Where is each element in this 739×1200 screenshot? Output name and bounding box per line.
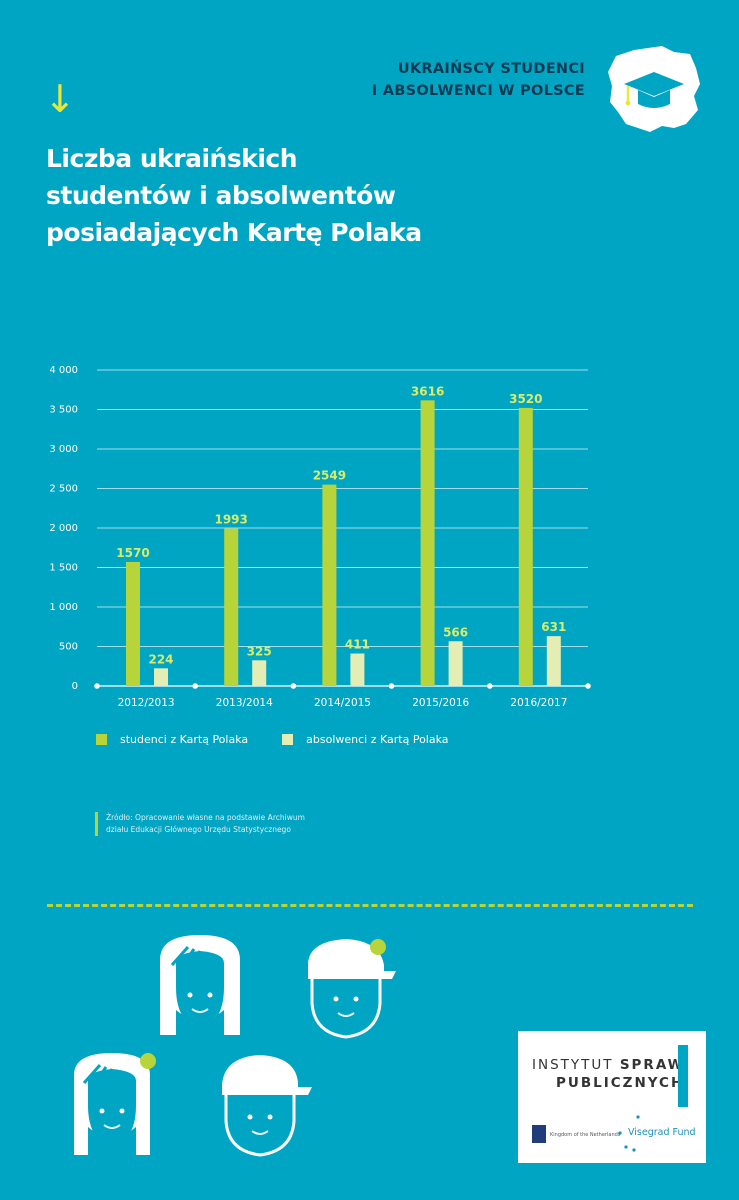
y-tick-label: 1 500 bbox=[49, 563, 78, 574]
data-label: 3520 bbox=[509, 392, 542, 406]
logo-line1-regular: INSTYTUT bbox=[532, 1057, 620, 1073]
bar bbox=[322, 484, 337, 686]
title-line3: posiadających Kartę Polaka bbox=[46, 218, 422, 247]
data-label: 411 bbox=[345, 638, 370, 652]
logo-line1-bold: SPRAW bbox=[619, 1057, 685, 1073]
y-tick-label: 2 000 bbox=[49, 523, 78, 534]
logo-line2: PUBLICZNYCH bbox=[556, 1075, 685, 1091]
bar bbox=[518, 407, 533, 686]
legend-swatch-students bbox=[96, 734, 107, 745]
isp-logo-box: INSTYTUT SPRAW PUBLICZNYCH Kingdom of th… bbox=[518, 1031, 706, 1163]
poland-map-graduation-cap-icon bbox=[608, 46, 700, 132]
legend-item-graduates: absolwenci z Kartą Polaka bbox=[282, 733, 449, 746]
bar bbox=[420, 400, 435, 686]
y-tick-label: 3 500 bbox=[49, 405, 78, 416]
y-tick-label: 0 bbox=[72, 681, 78, 692]
y-tick-label: 2 500 bbox=[49, 484, 78, 495]
x-axis-dot bbox=[388, 683, 395, 689]
x-axis-dot bbox=[94, 683, 100, 689]
x-tick-label: 2015/2016 bbox=[412, 697, 469, 709]
bar bbox=[154, 668, 168, 686]
bar bbox=[126, 561, 140, 686]
male-student-cap-face-icon bbox=[308, 939, 396, 1039]
student-faces-illustration bbox=[74, 935, 396, 1157]
y-tick-label: 4 000 bbox=[49, 365, 78, 376]
bar-chart: 4 000 3 500 3 000 2 500 2 000 1 500 1 000 500 0 1… bbox=[49, 365, 591, 709]
title-line1: Liczba ukraińskich bbox=[46, 144, 298, 173]
data-label: 325 bbox=[247, 644, 272, 658]
x-axis-dot bbox=[290, 683, 297, 689]
header-label-line1: UKRAIŃSCY STUDENCI bbox=[397, 61, 585, 77]
female-student-face-icon bbox=[74, 1053, 156, 1155]
legend-label-students: studenci z Kartą Polaka bbox=[120, 733, 249, 746]
logo-line1: INSTYTUT SPRAW bbox=[532, 1057, 685, 1073]
data-label: 1993 bbox=[214, 513, 247, 527]
male-student-cap-face-icon bbox=[222, 1055, 312, 1157]
down-arrow-icon: ↓ bbox=[44, 77, 76, 121]
visegrad-fund-label: Visegrad Fund bbox=[628, 1127, 696, 1138]
logo-accent-bar bbox=[678, 1045, 688, 1107]
y-tick-label: 1 000 bbox=[49, 602, 78, 613]
x-tick-label: 2014/2015 bbox=[314, 697, 371, 709]
y-tick-label: 500 bbox=[59, 642, 78, 653]
data-label: 224 bbox=[148, 652, 173, 666]
x-axis-dot bbox=[487, 683, 493, 689]
header-label: UKRAIŃSCY STUDENCI I ABSOLWENCI W POLSCE bbox=[372, 58, 585, 102]
header-label-line2: I ABSOLWENCI W POLSCE bbox=[371, 83, 585, 99]
female-student-face-icon bbox=[160, 935, 240, 1035]
visegrad-fund-dots-icon bbox=[618, 1115, 640, 1152]
x-tick-label: 2016/2017 bbox=[510, 697, 567, 709]
x-tick-label: 2013/2014 bbox=[216, 697, 273, 709]
data-label: 566 bbox=[443, 625, 468, 639]
bar bbox=[224, 528, 239, 686]
bar bbox=[448, 641, 463, 686]
data-label: 2549 bbox=[313, 469, 346, 483]
data-label: 1570 bbox=[116, 546, 149, 560]
source-line2: działu Edukacji Głównego Urzędu Statysty… bbox=[106, 825, 291, 834]
x-axis-dot bbox=[585, 683, 591, 689]
bar bbox=[350, 653, 365, 686]
legend-label-graduates: absolwenci z Kartą Polaka bbox=[306, 733, 449, 746]
data-label: 3616 bbox=[411, 384, 444, 398]
y-tick-label: 3 000 bbox=[49, 444, 78, 455]
x-tick-label: 2012/2013 bbox=[118, 697, 175, 709]
bar bbox=[546, 636, 561, 686]
source-note: Źródło: Opracowanie własne na podstawie … bbox=[95, 812, 305, 836]
x-axis-dot bbox=[192, 683, 198, 689]
legend-swatch-graduates bbox=[282, 734, 294, 745]
title-line2: studentów i absolwentów bbox=[46, 181, 396, 210]
dashed-divider bbox=[47, 904, 693, 907]
chart-title: Liczba ukraińskich studentów i absolwent… bbox=[46, 140, 466, 251]
netherlands-crest-icon bbox=[532, 1125, 546, 1143]
netherlands-label: Kingdom of the Netherlands bbox=[550, 1132, 621, 1138]
chart-legend: studenci z Kartą Polaka absolwenci z Kar… bbox=[96, 733, 483, 746]
source-line1: Źródło: Opracowanie własne na podstawie … bbox=[106, 813, 305, 822]
data-label: 631 bbox=[541, 620, 566, 634]
legend-item-students: studenci z Kartą Polaka bbox=[96, 733, 248, 746]
bar bbox=[252, 660, 267, 686]
